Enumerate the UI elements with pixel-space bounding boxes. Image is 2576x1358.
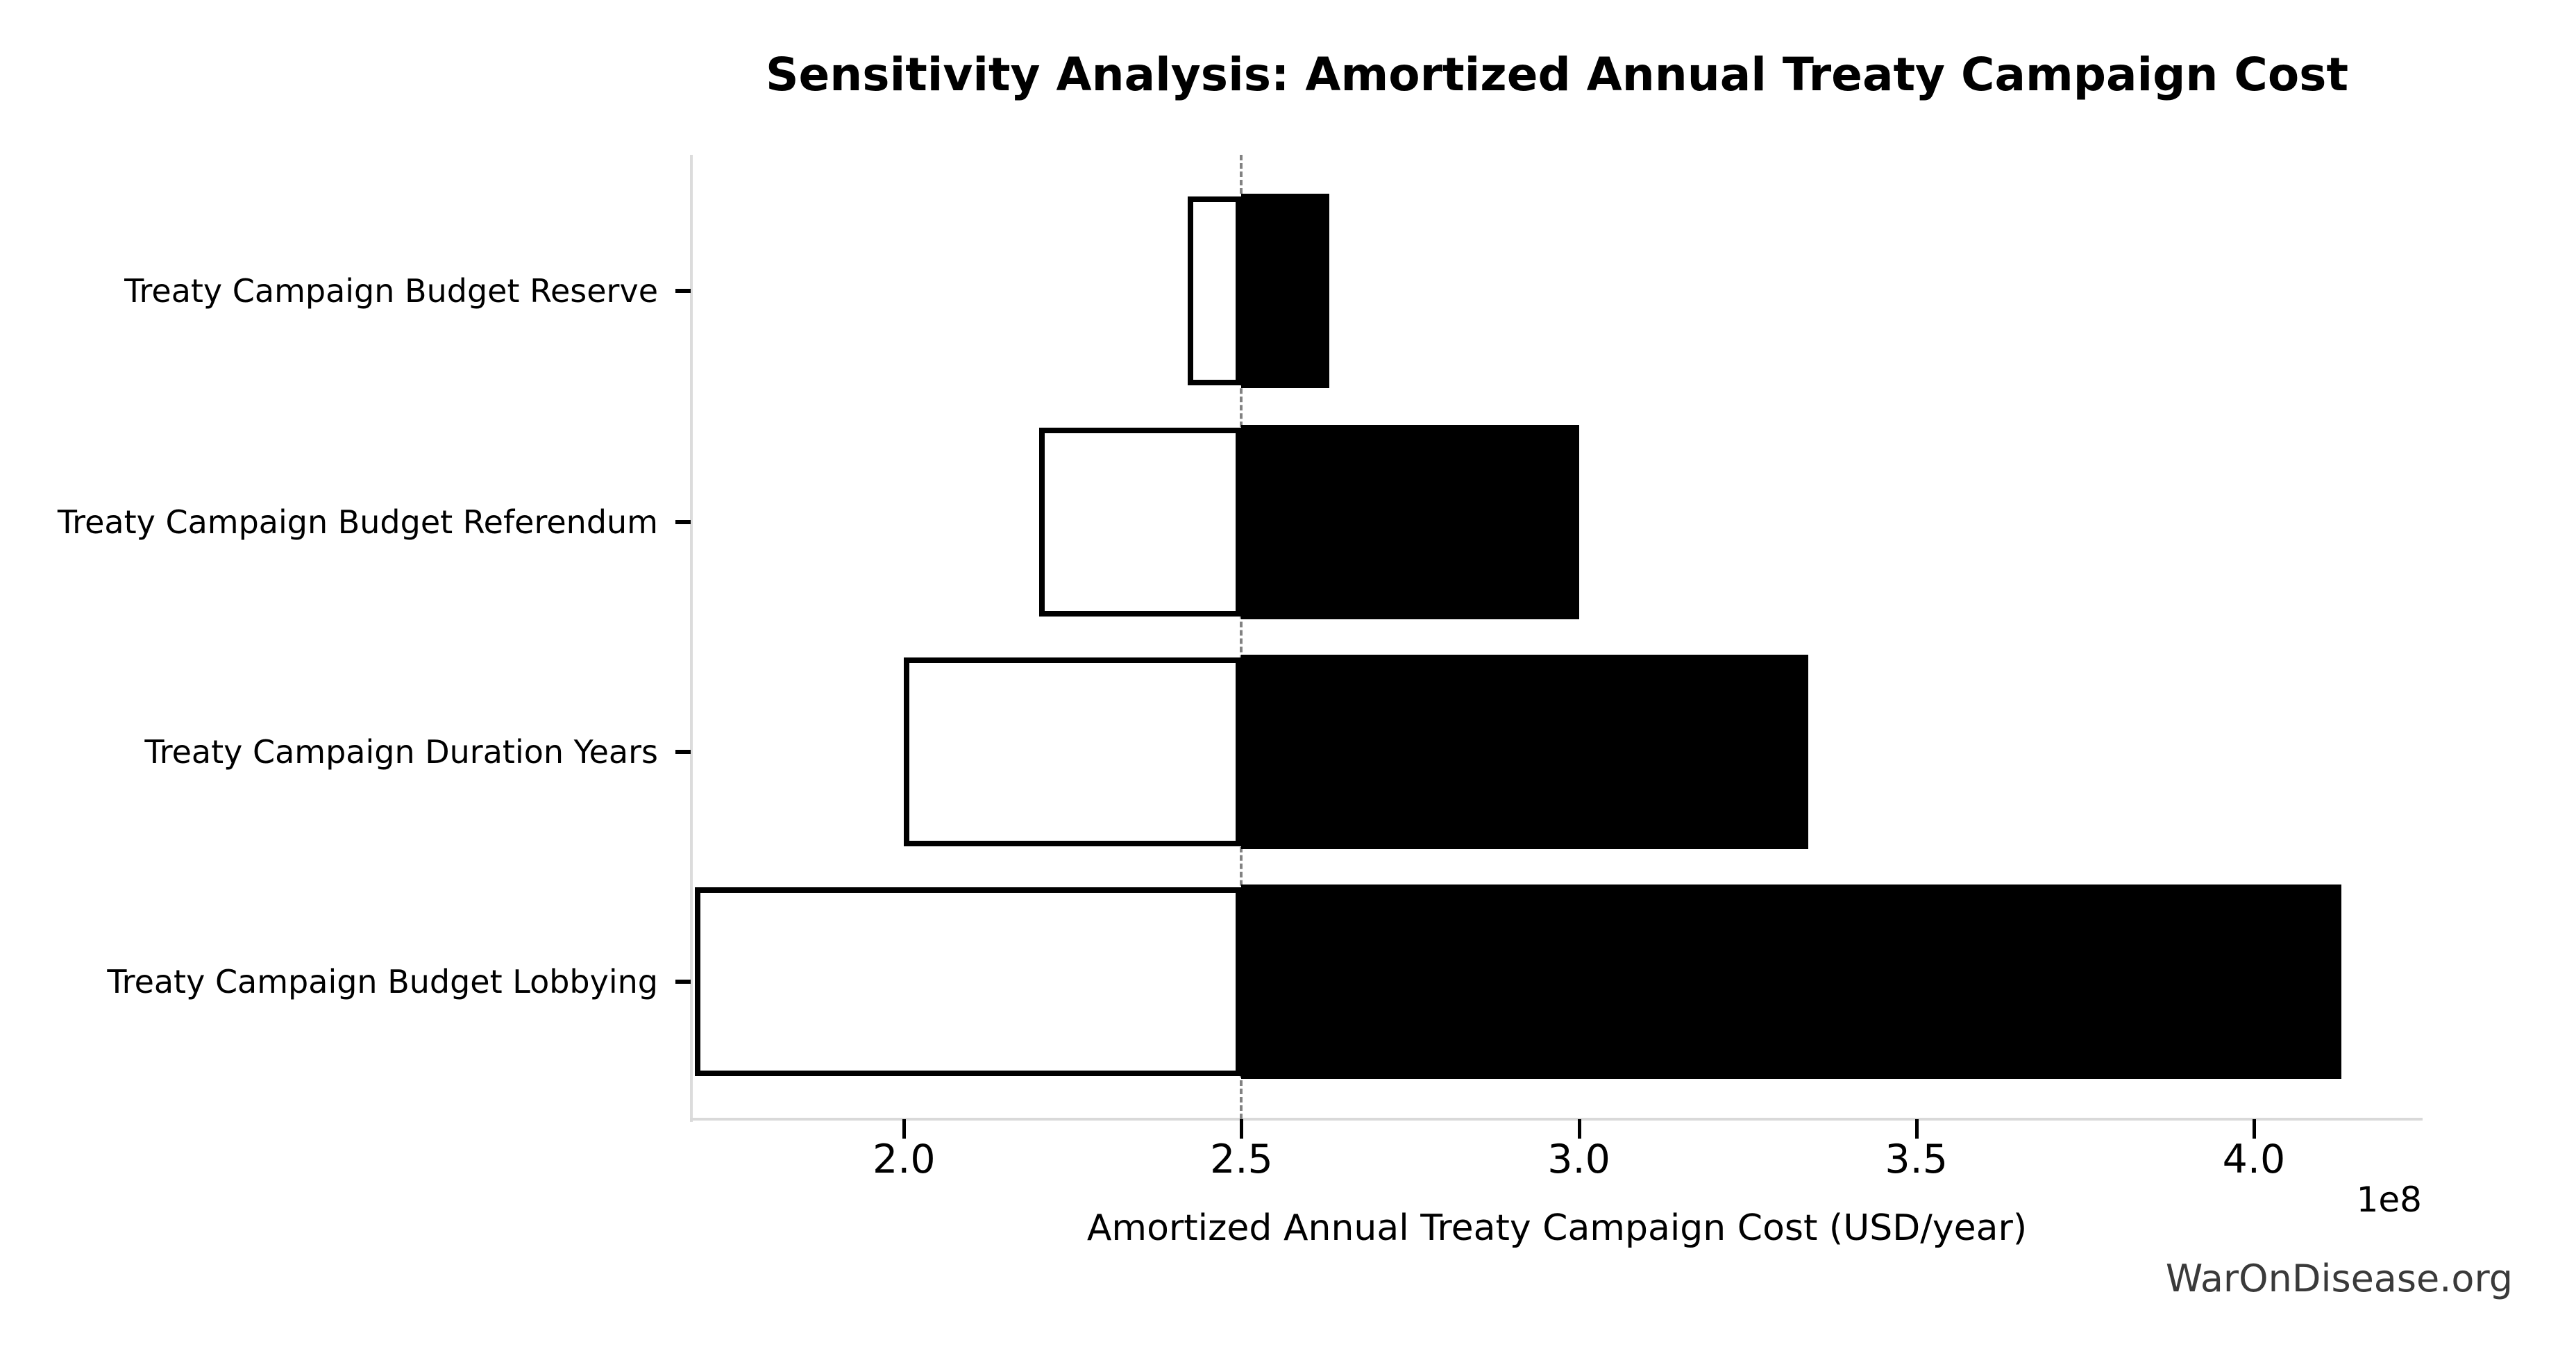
tornado-bar-high <box>1241 193 1329 388</box>
tornado-bar-low <box>694 887 1242 1077</box>
x-axis-label: Amortized Annual Treaty Campaign Cost (U… <box>1086 1207 2028 1249</box>
y-axis-category-label: Treaty Campaign Duration Years <box>144 733 658 771</box>
x-tick-label: 4.0 <box>2222 1137 2286 1182</box>
tornado-bar-high <box>1241 655 1809 850</box>
x-tick-mark <box>1240 1119 1244 1139</box>
y-axis-category-label: Treaty Campaign Budget Referendum <box>57 503 658 541</box>
plot-area <box>692 155 2422 1119</box>
x-tick-mark <box>902 1119 907 1139</box>
tornado-bar-low <box>1187 196 1242 385</box>
baseline-dashed-line <box>1240 155 1243 1119</box>
y-axis-category-label: Treaty Campaign Budget Reserve <box>124 271 658 310</box>
y-tick-mark <box>675 288 691 293</box>
x-tick-mark <box>2252 1119 2256 1139</box>
tornado-bar-high <box>1241 885 2342 1080</box>
y-tick-mark <box>675 980 691 984</box>
chart-title: Sensitivity Analysis: Amortized Annual T… <box>766 48 2348 101</box>
tornado-bar-high <box>1241 424 1579 619</box>
x-tick-label: 3.5 <box>1885 1137 1948 1182</box>
y-tick-mark <box>675 519 691 524</box>
x-tick-mark <box>1577 1119 1581 1139</box>
x-tick-label: 2.0 <box>872 1137 936 1182</box>
y-axis-spine <box>690 155 693 1122</box>
x-axis-spine <box>690 1118 2423 1121</box>
x-tick-label: 2.5 <box>1210 1137 1273 1182</box>
tornado-bar-low <box>1038 427 1242 617</box>
x-axis-offset-multiplier: 1e8 <box>2356 1180 2422 1220</box>
x-tick-label: 3.0 <box>1547 1137 1610 1182</box>
x-tick-mark <box>1914 1119 1919 1139</box>
y-axis-category-label: Treaty Campaign Budget Lobbying <box>107 963 658 1001</box>
y-tick-mark <box>675 750 691 755</box>
tornado-bar-low <box>904 657 1242 847</box>
watermark: WarOnDisease.org <box>2165 1257 2513 1300</box>
